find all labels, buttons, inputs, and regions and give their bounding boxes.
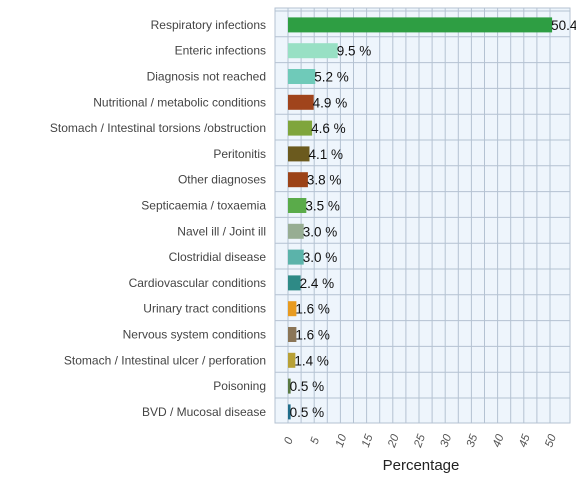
bar xyxy=(288,249,304,265)
value-label: 2.4 % xyxy=(300,276,335,291)
value-label: 3.0 % xyxy=(303,250,338,265)
x-tick-label: 20 xyxy=(386,432,402,450)
category-label: Cardiovascular conditions xyxy=(129,276,266,290)
bar xyxy=(288,146,310,162)
category-label: BVD / Mucosal disease xyxy=(142,405,266,419)
bar xyxy=(288,327,297,342)
bar xyxy=(288,94,314,110)
x-tick-label: 45 xyxy=(517,432,533,449)
bar xyxy=(288,172,308,188)
category-labels: Respiratory infections Enteric infections… xyxy=(50,18,266,419)
category-label: Respiratory infections xyxy=(151,18,266,32)
value-label: 3.5 % xyxy=(305,199,340,214)
category-label: Nutritional / metabolic conditions xyxy=(93,95,266,109)
category-label: Poisoning xyxy=(213,379,266,393)
value-label: 1.6 % xyxy=(295,302,330,317)
value-label: 1.6 % xyxy=(295,328,330,343)
value-label: 3.8 % xyxy=(307,173,342,188)
value-label: 0.5 % xyxy=(290,405,325,420)
category-label: Other diagnoses xyxy=(178,173,266,187)
x-axis-title: Percentage xyxy=(383,457,460,474)
bar xyxy=(288,275,301,291)
value-label: 50.4 % xyxy=(551,18,576,33)
bar xyxy=(288,404,291,420)
value-label: 3.0 % xyxy=(303,224,338,239)
category-label: Clostridial disease xyxy=(169,250,267,264)
value-label: 4.9 % xyxy=(313,95,348,110)
category-label: Diagnosis not reached xyxy=(147,70,266,84)
x-tick-label: 15 xyxy=(360,432,376,449)
value-label: 4.6 % xyxy=(311,121,346,136)
x-tick-label: 5 xyxy=(309,435,323,446)
category-label: Stomach / Intestinal torsions /obstructi… xyxy=(50,121,266,135)
bar xyxy=(288,223,304,239)
x-tick-label: 0 xyxy=(282,435,296,446)
x-tick-label: 30 xyxy=(439,432,455,449)
value-label: 9.5 % xyxy=(337,44,372,59)
category-label: Septicaemia / toxaemia xyxy=(141,199,266,213)
value-label: 1.4 % xyxy=(294,353,329,368)
value-label: 4.1 % xyxy=(308,147,343,162)
x-tick-label: 10 xyxy=(334,432,350,449)
bar xyxy=(288,301,297,317)
category-label: Urinary tract conditions xyxy=(143,302,266,316)
bars xyxy=(288,17,553,420)
x-tick-label: 35 xyxy=(465,432,481,449)
category-label: Nervous system conditions xyxy=(123,328,266,342)
bar xyxy=(288,352,296,368)
bar xyxy=(288,198,307,213)
x-tick-label: 25 xyxy=(412,432,428,450)
category-label: Stomach / Intestinal ulcer / perforation xyxy=(64,353,266,367)
x-tick-label: 50 xyxy=(543,432,559,449)
category-label: Navel ill / Joint ill xyxy=(177,224,266,238)
bar xyxy=(288,69,316,84)
plot-area xyxy=(274,7,571,424)
bar xyxy=(288,17,553,33)
value-labels: 50.4 % 9.5 % 5.2 % 4.9 % 4.6 % 4.1 % 3.8 % 3.5 … xyxy=(290,18,576,420)
x-tick-label: 40 xyxy=(491,432,507,449)
category-label: Enteric infections xyxy=(175,44,266,58)
x-tick-labels: 0 5 10 15 20 25 30 35 40 45 50 xyxy=(282,432,559,450)
bar xyxy=(288,120,313,136)
value-label: 5.2 % xyxy=(314,70,349,85)
category-label: Peritonitis xyxy=(213,147,266,161)
bar xyxy=(288,378,291,394)
bar xyxy=(288,43,338,59)
value-label: 0.5 % xyxy=(290,379,325,394)
